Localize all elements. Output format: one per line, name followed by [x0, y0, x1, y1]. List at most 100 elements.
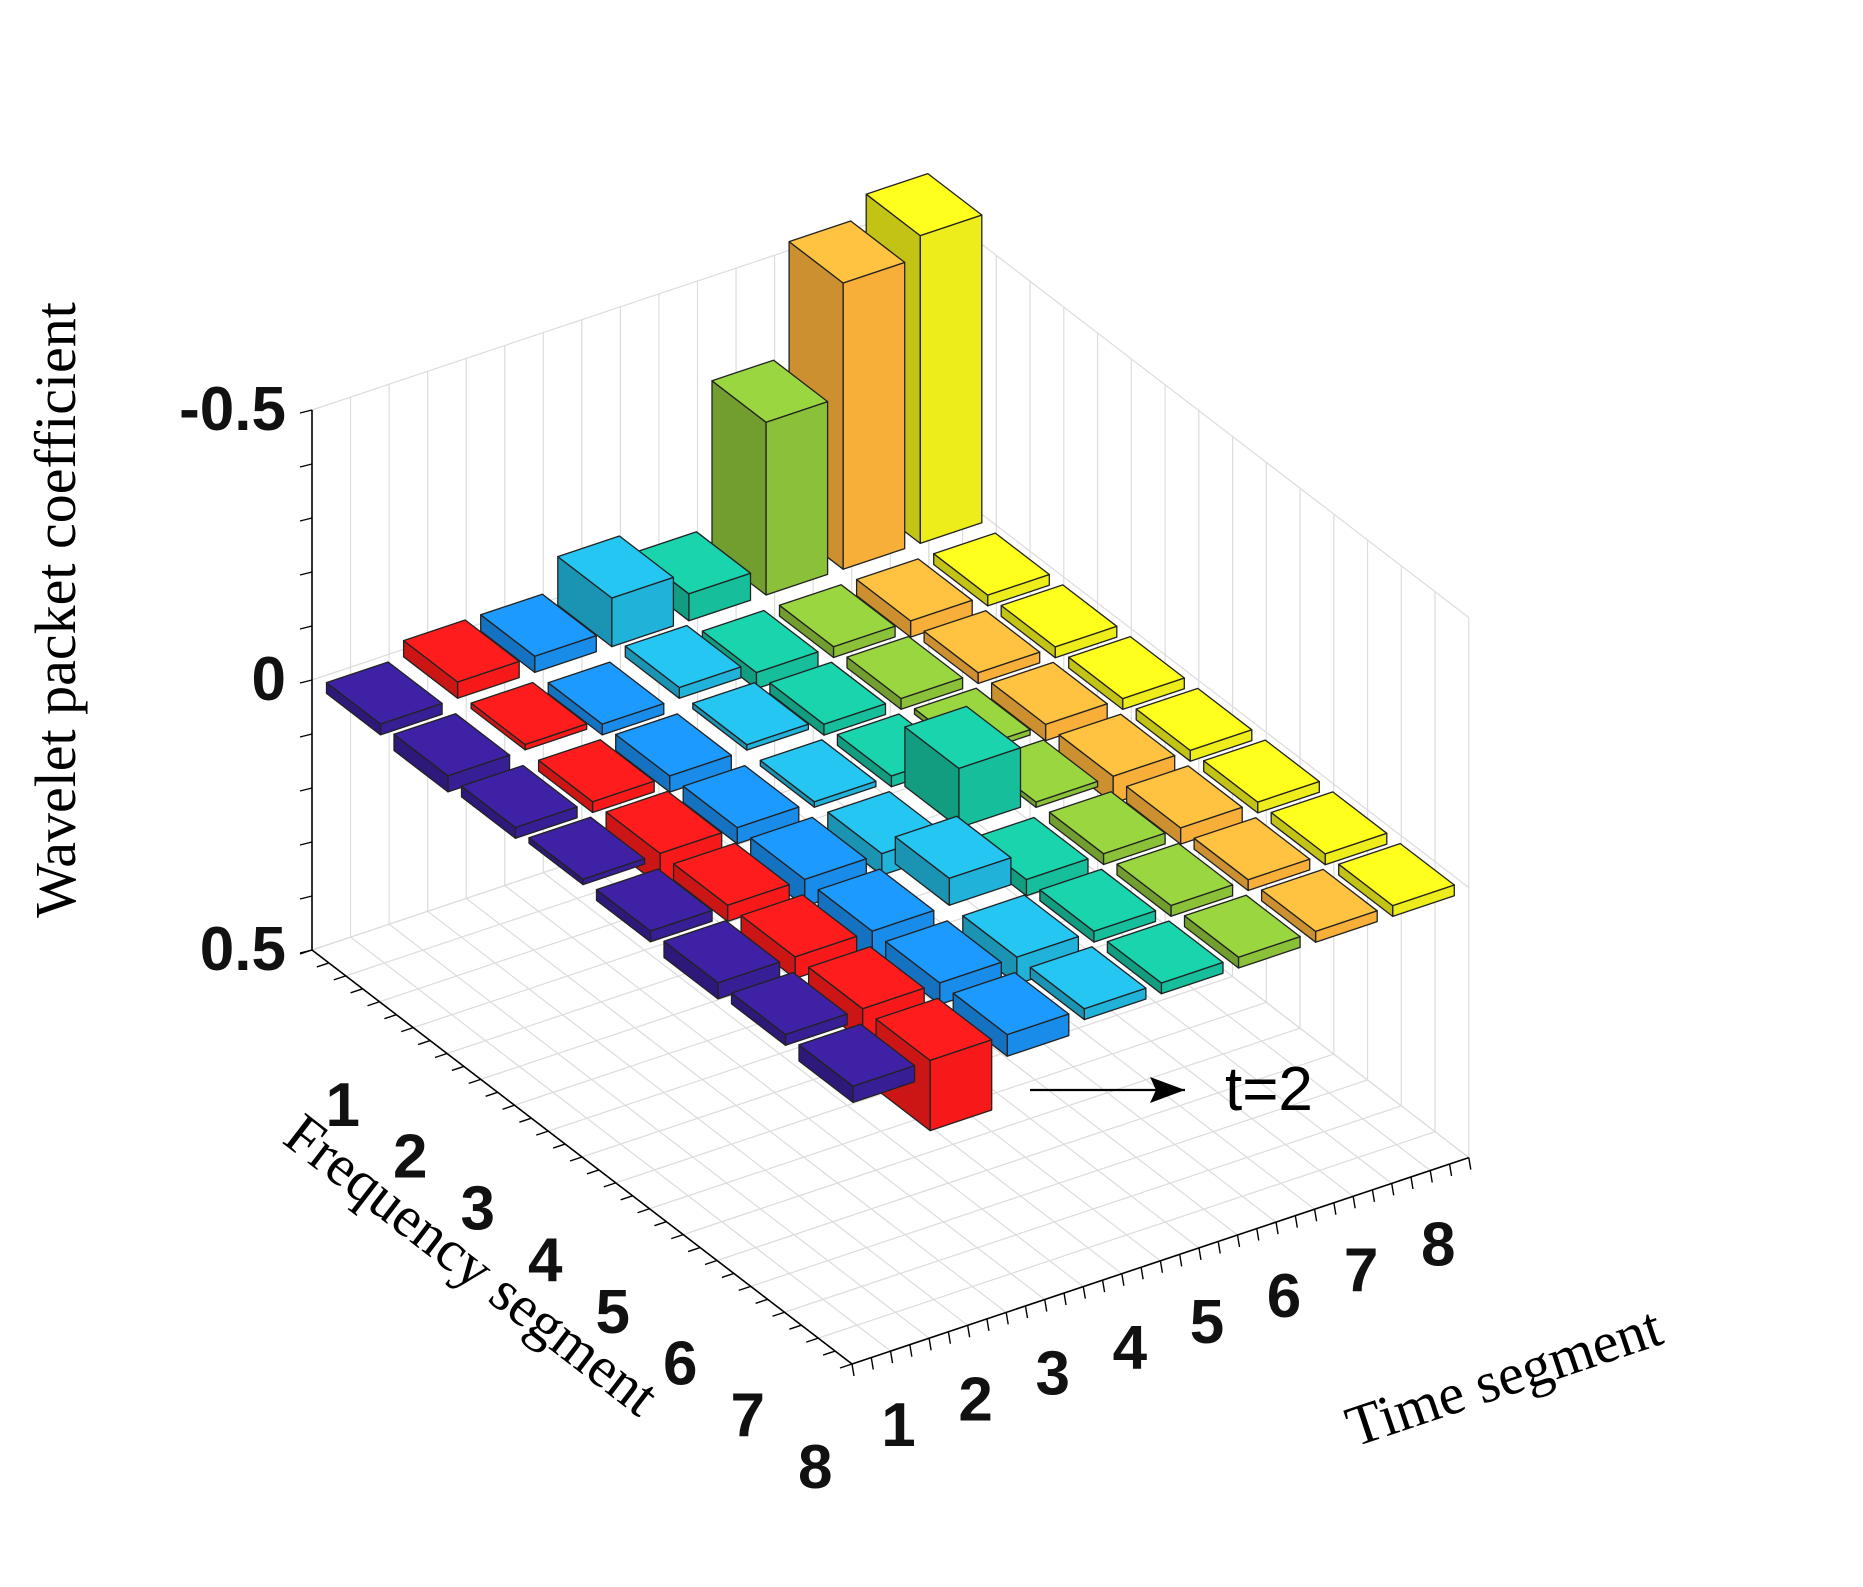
- time-tick-mark: [947, 1331, 952, 1344]
- bar-t8-f3: [1000, 584, 1118, 659]
- frequency-tick-mark: [806, 1337, 819, 1343]
- z-tick-label: 0.5: [200, 915, 286, 984]
- time-tick-mark: [1044, 1299, 1048, 1312]
- frequency-tick-mark: [603, 1182, 616, 1188]
- bar-t1-f1: [325, 661, 443, 736]
- frequency-tick-mark: [367, 1001, 380, 1007]
- bar-top-face: [923, 610, 1041, 674]
- frequency-tick-mark: [552, 1143, 566, 1149]
- bar-top-face: [1260, 868, 1378, 933]
- bar-top-face: [904, 705, 1022, 770]
- time-tick-label: 5: [1190, 1288, 1224, 1357]
- frequency-tick-label: 6: [663, 1330, 697, 1399]
- time-tick-mark: [1371, 1189, 1376, 1202]
- time-tick-mark: [1429, 1170, 1433, 1183]
- bar-t7-f7: [1193, 817, 1311, 892]
- bar-top-face: [1068, 635, 1185, 700]
- bar-top-face: [1106, 920, 1224, 984]
- bar-t4-f6: [894, 815, 1012, 906]
- frequency-tick-mark: [738, 1285, 751, 1292]
- bar-t3-f2: [547, 661, 665, 736]
- time-tick-label: 2: [958, 1365, 992, 1434]
- z-tick-mark: [299, 841, 313, 846]
- bar-top-face: [865, 172, 983, 237]
- bar-t4-f8: [1029, 946, 1147, 1021]
- grid-line: [388, 923, 930, 1339]
- bar-top-face: [1000, 584, 1118, 648]
- time-tick-label: 7: [1344, 1236, 1378, 1305]
- bar-top-face: [1135, 687, 1253, 752]
- time-tick-mark: [851, 1363, 855, 1377]
- bar-top-face: [692, 682, 810, 746]
- frequency-tick-mark: [502, 1104, 515, 1110]
- bar-t1-f7: [730, 971, 848, 1046]
- grid-line: [350, 936, 891, 1352]
- bar-top-face: [1270, 791, 1388, 855]
- bar-t1-f4: [528, 816, 646, 886]
- bar-t1-f2: [393, 713, 511, 793]
- bar-t4-f3: [692, 682, 810, 751]
- y-axis-title: Frequency segment: [273, 1101, 671, 1429]
- time-tick-label: 1: [881, 1391, 915, 1460]
- frequency-tick-mark: [687, 1246, 701, 1253]
- frequency-tick-mark: [839, 1363, 853, 1369]
- frequency-tick-mark: [468, 1078, 481, 1085]
- frequency-tick-mark: [333, 975, 346, 981]
- bar-top-face: [750, 816, 867, 881]
- bar-top-face: [393, 713, 511, 777]
- bar-top-face: [1058, 713, 1176, 777]
- bar-t8-f6: [1203, 739, 1320, 814]
- z-tick-mark: [299, 625, 313, 630]
- bar-top-face: [740, 894, 858, 958]
- bar-top-face: [817, 868, 935, 932]
- x-axis-title: Time segment: [1338, 1294, 1670, 1460]
- bar-t1-f8: [798, 1023, 916, 1104]
- bar-t8-f7: [1270, 791, 1388, 866]
- bar-t8-f5: [1135, 687, 1253, 762]
- bar-top-face: [711, 359, 829, 423]
- time-tick-mark: [1256, 1228, 1260, 1241]
- bar-top-face: [759, 739, 877, 803]
- bar-top-face: [788, 220, 906, 284]
- bar-top-face: [547, 661, 665, 725]
- time-tick-mark: [1294, 1215, 1299, 1228]
- bar-front-face: [842, 261, 906, 570]
- bar-top-face: [615, 713, 732, 777]
- bar-top-face: [855, 558, 973, 622]
- bar-top-face: [557, 535, 675, 599]
- frequency-tick-mark: [755, 1298, 768, 1304]
- time-tick-label: 3: [1036, 1340, 1070, 1409]
- time-tick-mark: [1082, 1286, 1086, 1299]
- bar-top-face: [470, 681, 588, 746]
- z-tick-mark: [299, 679, 313, 684]
- bar-t6-f6: [1048, 791, 1166, 866]
- bar-top-face: [1193, 817, 1311, 881]
- frequency-tick-label: 5: [596, 1278, 630, 1347]
- bar-t5-f3: [769, 661, 887, 736]
- bar-top-face: [325, 661, 443, 725]
- bar-t1-f5: [595, 868, 713, 943]
- bar-top-face: [730, 971, 848, 1036]
- z-tick-mark: [299, 517, 313, 522]
- frequency-tick-mark: [654, 1221, 667, 1227]
- bar-t7-f2: [855, 558, 973, 638]
- bar-t4-f4: [759, 739, 877, 808]
- bar-top-face: [952, 971, 1070, 1036]
- bar-t1-f6: [663, 920, 781, 1000]
- bar-t8-f4: [1068, 635, 1185, 711]
- annotation-label: t=2: [1225, 1055, 1313, 1124]
- annotation-t2: t=2: [1030, 1055, 1313, 1124]
- time-tick-mark: [1140, 1267, 1144, 1280]
- time-tick-mark: [1198, 1247, 1202, 1261]
- grid-line: [928, 473, 1470, 889]
- z-tick-mark: [299, 733, 313, 738]
- bar-top-face: [663, 920, 781, 984]
- frequency-tick-mark: [772, 1311, 785, 1317]
- bar-top-face: [933, 532, 1050, 596]
- time-tick-mark: [1468, 1157, 1472, 1170]
- bar-t7-f4: [990, 661, 1108, 742]
- time-tick-label: 4: [1113, 1314, 1148, 1383]
- time-tick-mark: [1178, 1254, 1183, 1267]
